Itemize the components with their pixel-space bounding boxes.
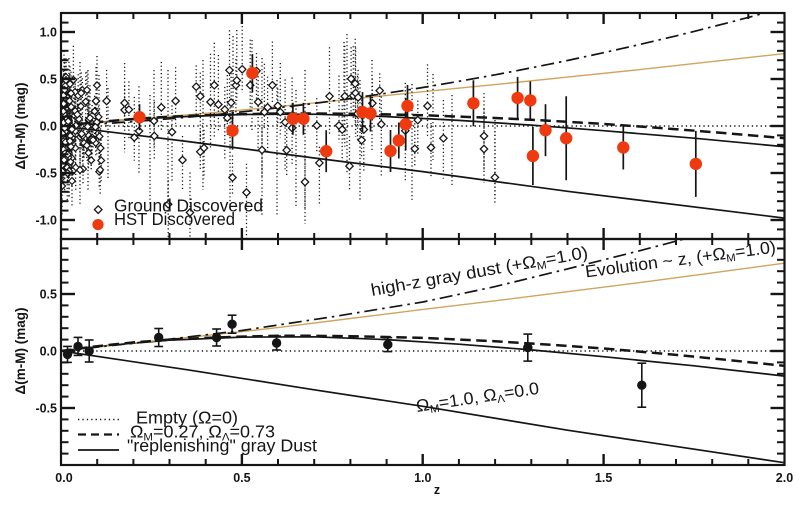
svg-text:0.0: 0.0	[55, 471, 72, 485]
svg-text:1.0: 1.0	[414, 471, 431, 485]
svg-text:Ground Discovered: Ground Discovered	[114, 196, 263, 216]
svg-text:HST Discovered: HST Discovered	[114, 209, 235, 229]
svg-text:-0.5: -0.5	[35, 167, 57, 181]
svg-text:0.5: 0.5	[233, 471, 250, 485]
svg-text:0.5: 0.5	[40, 73, 57, 87]
svg-text:Δ(m-M) (mag): Δ(m-M) (mag)	[13, 308, 28, 395]
svg-text:Empty (Ω=0): Empty (Ω=0)	[136, 408, 238, 428]
svg-text:2.0: 2.0	[776, 471, 793, 485]
svg-text:Δ(m-M) (mag): Δ(m-M) (mag)	[13, 83, 28, 170]
svg-text:1.5: 1.5	[595, 471, 612, 485]
svg-text:-1.0: -1.0	[35, 214, 57, 228]
svg-text:1.0: 1.0	[40, 26, 57, 40]
svg-text:ΩM=0.27, ΩΛ=0.73: ΩM=0.27, Ω Λ=0.73	[130, 422, 275, 444]
svg-text:z: z	[434, 483, 440, 497]
svg-text:"replenishing" gray Dust: "replenishing" gray Dust	[127, 436, 317, 456]
svg-text:0.0: 0.0	[40, 345, 57, 359]
svg-text:-0.5: -0.5	[35, 402, 57, 416]
svg-text:0.0: 0.0	[40, 120, 57, 134]
svg-text:0.5: 0.5	[40, 288, 57, 302]
